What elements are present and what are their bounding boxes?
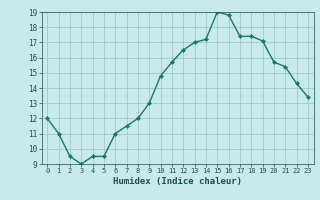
X-axis label: Humidex (Indice chaleur): Humidex (Indice chaleur) (113, 177, 242, 186)
